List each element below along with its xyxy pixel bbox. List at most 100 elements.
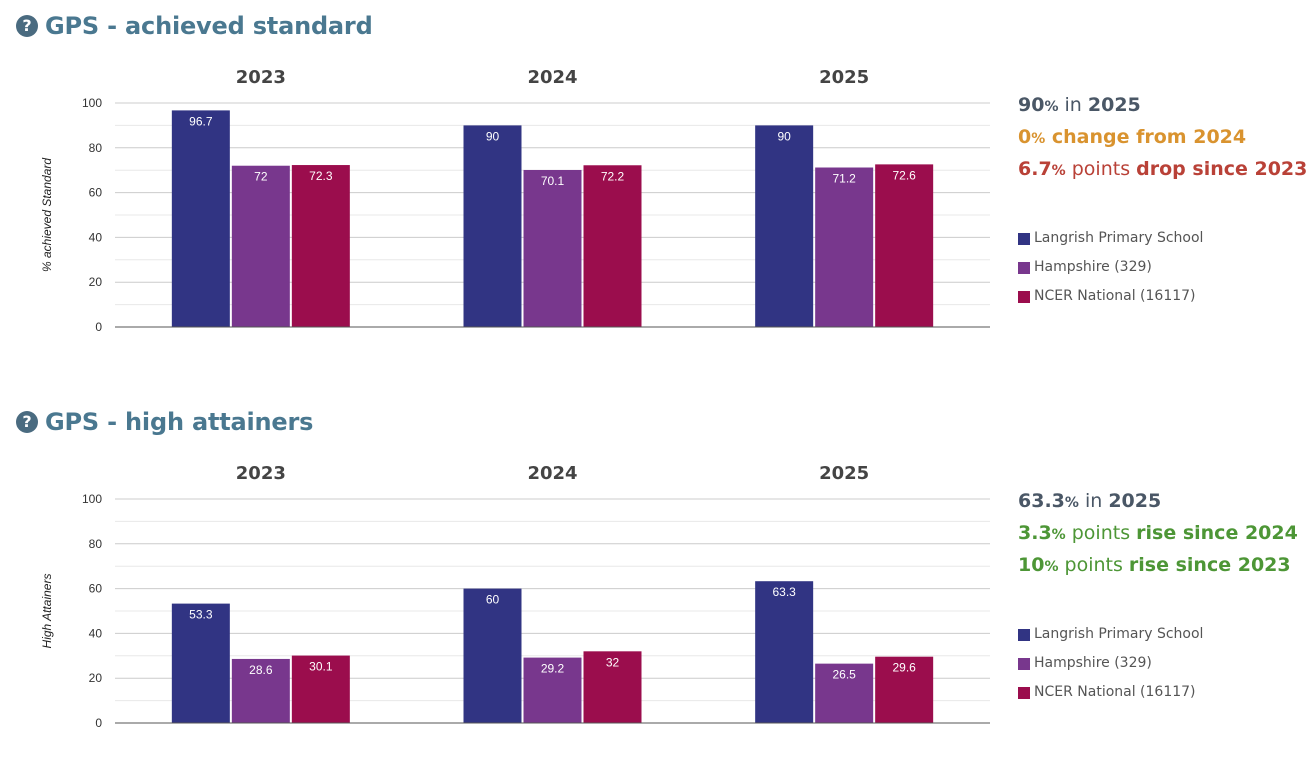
stat-fragment: 63.3 (1018, 490, 1065, 512)
y-tick-label: 40 (89, 626, 103, 640)
data-label: 29.2 (541, 662, 565, 676)
legend-label: NCER National (16117) (1034, 288, 1196, 304)
stat-fragment: in (1058, 94, 1088, 116)
achieved-standard-bar-chart: 0 20 40 60 80 100 % achieved Standard 2023 96.7 7… (40, 67, 990, 334)
national-bar[interactable] (291, 165, 350, 327)
stat-fragment: % (1044, 559, 1059, 575)
data-label: 26.5 (832, 668, 856, 682)
legend-swatch (1018, 629, 1030, 641)
legend-swatch (1018, 658, 1030, 670)
school-bar[interactable] (755, 581, 814, 723)
summary-stats: 90% in 2025 0% change from 2024 6.7% point… (1018, 94, 1307, 190)
data-label: 30.1 (309, 660, 333, 674)
chart-legend: Langrish Primary School Hampshire (329) NC… (1018, 230, 1203, 317)
chart-legend: Langrish Primary School Hampshire (329) NC… (1018, 626, 1203, 713)
stat-fragment: rise since 2024 (1136, 522, 1298, 544)
data-label: 72.6 (892, 168, 916, 182)
data-label: 28.6 (249, 663, 273, 677)
legend-label: Hampshire (329) (1034, 655, 1152, 671)
school-bar[interactable] (171, 110, 230, 327)
stat-line: 0% change from 2024 (1018, 126, 1303, 158)
summary-stats: 63.3% in 2025 3.3% points rise since 2024… (1018, 490, 1303, 586)
stat-fragment: % (1064, 495, 1079, 511)
section-header: ? GPS - achieved standard (16, 12, 373, 40)
stat-fragment: % (1051, 163, 1066, 179)
national-bar[interactable] (291, 655, 350, 723)
y-tick-label: 0 (95, 716, 102, 730)
y-axis-title: High Attainers (40, 574, 54, 649)
national-bar[interactable] (583, 651, 642, 723)
question-circle-icon[interactable]: ? (16, 411, 38, 433)
data-label: 53.3 (189, 608, 213, 622)
data-label: 72.2 (601, 169, 625, 183)
national-bar[interactable] (875, 164, 934, 327)
stat-fragment: in (1078, 490, 1109, 512)
hampshire-bar[interactable] (815, 167, 874, 327)
school-bar[interactable] (463, 588, 522, 723)
category-label: 2025 (819, 463, 869, 484)
stat-fragment: 6.7 (1018, 158, 1052, 180)
question-circle-icon[interactable]: ? (16, 15, 38, 37)
stat-fragment: rise since 2023 (1128, 554, 1291, 576)
data-label: 32 (606, 655, 620, 669)
y-tick-label: 100 (82, 96, 102, 110)
y-tick-label: 80 (89, 537, 103, 551)
y-tick-label: 60 (89, 186, 103, 200)
legend-label: Langrish Primary School (1034, 230, 1204, 246)
legend-label: NCER National (16117) (1034, 684, 1196, 700)
y-tick-label: 60 (89, 582, 103, 596)
y-tick-label: 20 (89, 671, 103, 685)
national-bar[interactable] (875, 656, 934, 723)
stat-line: 90% in 2025 (1018, 94, 1303, 126)
high-attainers-section: ? GPS - high attainers 0 20 40 60 80 100 High … (0, 396, 1307, 776)
stat-fragment: % (1044, 99, 1059, 115)
stat-fragment: points (1065, 522, 1137, 544)
legend-item[interactable]: Hampshire (329) (1018, 259, 1203, 288)
legend-item[interactable]: NCER National (16117) (1018, 288, 1203, 317)
hampshire-bar[interactable] (231, 658, 290, 723)
hampshire-bar[interactable] (815, 663, 874, 723)
data-label: 90 (486, 129, 500, 143)
stat-fragment: drop since 2023 (1136, 158, 1307, 180)
legend-item[interactable]: Langrish Primary School (1018, 626, 1203, 655)
stat-fragment: points (1065, 158, 1137, 180)
data-label: 60 (486, 593, 500, 607)
stat-line: 10% points rise since 2023 (1018, 554, 1303, 586)
stat-fragment: 10 (1018, 554, 1045, 576)
hampshire-bar[interactable] (231, 165, 290, 327)
y-axis-title: % achieved Standard (40, 158, 54, 272)
stat-fragment: 3.3 (1018, 522, 1052, 544)
y-tick-label: 0 (95, 320, 102, 334)
section-title: GPS - high attainers (45, 408, 314, 436)
category-label: 2024 (527, 67, 577, 88)
hampshire-bar[interactable] (523, 169, 582, 327)
section-title: GPS - achieved standard (45, 12, 373, 40)
category-label: 2025 (819, 67, 869, 88)
y-tick-label: 100 (82, 492, 102, 506)
legend-item[interactable]: Langrish Primary School (1018, 230, 1203, 259)
hampshire-bar[interactable] (523, 657, 582, 723)
legend-swatch (1018, 291, 1030, 303)
stat-line: 6.7% points drop since 2023 (1018, 158, 1307, 190)
national-bar[interactable] (583, 165, 642, 327)
y-tick-label: 20 (89, 275, 103, 289)
y-tick-label: 80 (89, 141, 103, 155)
legend-swatch (1018, 233, 1030, 245)
school-bar[interactable] (755, 125, 814, 328)
stat-fragment: 2025 (1108, 490, 1162, 512)
stat-fragment: 90 (1018, 94, 1045, 116)
category-label: 2023 (236, 67, 286, 88)
legend-label: Hampshire (329) (1034, 259, 1152, 275)
stat-fragment: 2025 (1087, 94, 1141, 116)
school-bar[interactable] (463, 125, 522, 328)
data-label: 29.6 (892, 661, 916, 675)
legend-item[interactable]: NCER National (16117) (1018, 684, 1203, 713)
stat-line: 63.3% in 2025 (1018, 490, 1303, 522)
data-label: 63.3 (772, 585, 796, 599)
data-label: 72 (254, 170, 268, 184)
category-label: 2024 (527, 463, 577, 484)
stat-fragment: % (1051, 527, 1066, 543)
legend-item[interactable]: Hampshire (329) (1018, 655, 1203, 684)
category-label: 2023 (236, 463, 286, 484)
school-bar[interactable] (171, 603, 230, 723)
